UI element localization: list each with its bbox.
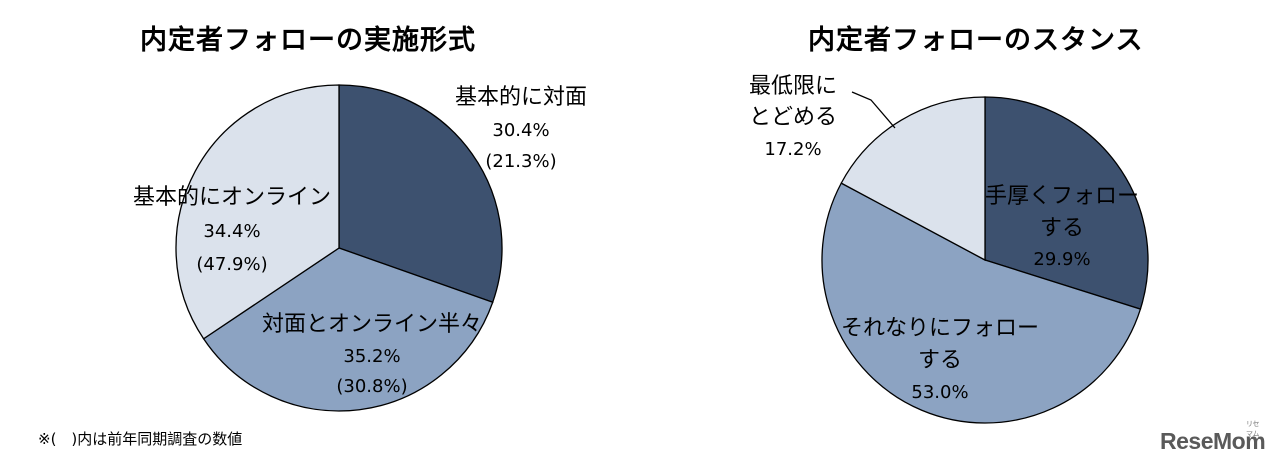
left-value-1: 35.2% <box>343 346 400 367</box>
right-pie-slice-0 <box>984 96 1149 310</box>
logo-text: ReseMom <box>1160 428 1266 454</box>
right-chart-title: 内定者フォローのスタンス <box>808 25 1144 56</box>
right-value-0: 29.9% <box>1033 249 1090 270</box>
right-label-1-line-1: する <box>918 348 962 373</box>
right-value-2: 17.2% <box>764 139 821 160</box>
right-label-2-line-1: とどめる <box>749 105 837 130</box>
resemom-logo: ReseMom リセマム <box>1160 421 1266 455</box>
left-value-0: 30.4% <box>492 120 549 141</box>
left-label-1: 対面とオンライン半々 <box>262 312 482 337</box>
left-label-0: 基本的に対面 <box>455 85 587 110</box>
right-label-2-line-0: 最低限に <box>749 74 837 99</box>
pie-labels: 基本的に対面 30.4% (21.3%) 対面とオンライン半々 35.2% (30.8%)… <box>133 74 1139 403</box>
left-previous-0: (21.3%) <box>485 151 556 172</box>
left-previous-2: (47.9%) <box>196 254 267 275</box>
right-pie-slice-2 <box>840 96 986 262</box>
left-chart-title: 内定者フォローの実施形式 <box>140 25 476 56</box>
right-value-1: 53.0% <box>911 382 968 403</box>
right-pie-slice-1 <box>821 182 1142 424</box>
right-leader-line <box>851 91 896 129</box>
footnote: ※( )内は前年同期調査の数値 <box>38 430 243 448</box>
left-label-2: 基本的にオンライン <box>133 185 331 210</box>
right-pie-chart <box>821 96 1149 424</box>
left-pie-slice-2 <box>175 84 340 340</box>
right-label-0-line-0: 手厚くフォロー <box>985 184 1139 209</box>
left-previous-1: (30.8%) <box>336 376 407 397</box>
left-pie-slice-0 <box>338 84 503 304</box>
left-pie-slice-1 <box>202 247 494 412</box>
right-label-0-line-1: する <box>1040 216 1084 241</box>
left-pie-chart <box>175 84 503 412</box>
right-label-1-line-0: それなりにフォロー <box>841 316 1039 341</box>
left-value-2: 34.4% <box>203 221 260 242</box>
logo-small-text: リセマム <box>1246 421 1260 438</box>
